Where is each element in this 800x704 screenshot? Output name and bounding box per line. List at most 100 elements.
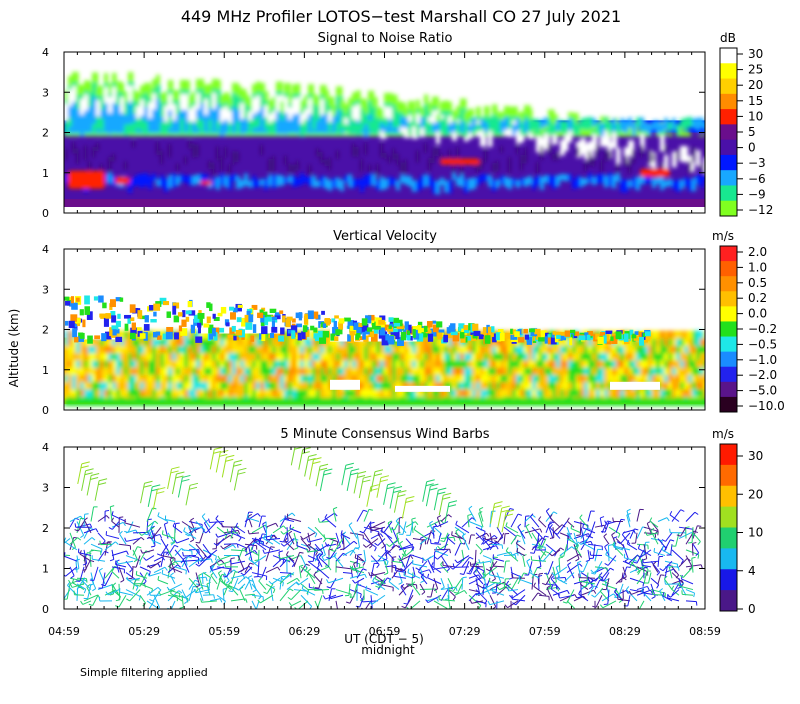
wind-barb: [392, 561, 403, 563]
wind-barb: [299, 578, 308, 584]
wind-barb-flag: [517, 535, 521, 537]
wind-barb-flag: [171, 543, 175, 544]
velocity-cell: [112, 329, 116, 335]
wind-barb: [506, 551, 518, 561]
wind-barb: [91, 544, 102, 549]
wind-barb-flag: [241, 573, 244, 575]
snr-cell: [364, 124, 368, 137]
wind-barb-flag: [86, 579, 87, 583]
wind-barb-flag: [469, 506, 472, 509]
wind-barb-flag: [144, 534, 148, 535]
wind-barb-flag: [362, 561, 366, 562]
wind-barb-flag: [308, 569, 311, 572]
snr-cell: [144, 173, 148, 185]
wind-barb-flag: [106, 516, 109, 519]
wind-barb-flag: [488, 601, 490, 605]
snr-cell: [292, 121, 296, 131]
snr-cell: [532, 119, 536, 131]
colorbar-label: 10: [748, 109, 763, 123]
wind-barb: [154, 557, 162, 561]
velocity-cell: [432, 321, 436, 324]
wind-barb: [448, 578, 452, 587]
colorbar-label: −2.0: [748, 368, 777, 382]
colorbar-swatch: [720, 382, 737, 398]
snr-cell: [556, 152, 559, 160]
snr-cell: [320, 119, 324, 127]
velocity-cell: [124, 315, 129, 319]
wind-barb: [91, 507, 94, 522]
wind-barb-flag: [215, 556, 216, 560]
snr-cell: [432, 148, 435, 163]
wind-barb-flag: [432, 562, 434, 566]
wind-barb: [413, 556, 423, 559]
wind-barb-flag: [507, 611, 511, 612]
velocity-cell: [474, 331, 481, 336]
snr-cell: [196, 174, 200, 184]
snr-cell: [328, 122, 332, 131]
wind-barb-flag: [162, 530, 163, 534]
snr-cell: [652, 153, 655, 161]
snr-cell: [556, 175, 560, 186]
snr-cell: [308, 165, 311, 176]
snr-cell: [384, 179, 388, 189]
wind-barb-flag: [366, 586, 367, 590]
colorbar-label: 0.5: [748, 276, 767, 290]
wind-barb-flag: [263, 592, 267, 593]
wind-barb-flag: [175, 545, 179, 547]
wind-barb: [389, 582, 399, 590]
velocity-cell: [428, 334, 433, 342]
wind-barb: [146, 556, 154, 561]
velocity-cell: [624, 333, 629, 341]
wind-barb-flag: [300, 552, 304, 553]
snr-cell: [68, 118, 72, 127]
wind-barb: [77, 556, 79, 569]
velocity-cell: [101, 333, 106, 341]
snr-cell: [480, 174, 484, 182]
wind-barb-flag: [150, 591, 151, 595]
snr-cell: [508, 157, 511, 173]
wind-barb-flag: [509, 578, 513, 579]
snr-cell: [488, 131, 492, 147]
velocity-cell: [188, 301, 192, 307]
snr-cell: [280, 175, 284, 185]
wind-barb-flag: [283, 526, 286, 529]
wind-barb: [512, 578, 518, 588]
wind-barb-flag: [396, 518, 399, 521]
wind-barb-flag: [269, 581, 272, 584]
snr-cell: [692, 147, 695, 163]
snr-cell: [472, 128, 477, 135]
velocity-cell: [80, 309, 84, 315]
wind-barb-flag: [178, 565, 181, 568]
velocity-cell: [632, 335, 637, 339]
snr-cell: [340, 117, 344, 129]
snr-cell: [76, 149, 79, 164]
snr-cell: [420, 176, 424, 189]
snr-cell: [188, 176, 192, 185]
velocity-cell: [84, 306, 90, 315]
wind-barb-flag: [158, 609, 160, 613]
wind-barb: [434, 552, 435, 567]
snr-cell: [240, 124, 244, 134]
snr-cell: [296, 120, 300, 134]
wind-barb-flag: [518, 514, 522, 515]
snr-cell: [160, 175, 164, 187]
wind-barb: [483, 556, 491, 560]
velocity-cell: [82, 320, 85, 328]
velocity-cell: [335, 329, 340, 335]
wind-barb-flag: [392, 557, 396, 558]
snr-cell: [336, 151, 339, 159]
wind-barb-flag: [526, 524, 529, 526]
wind-barb-flag: [333, 507, 337, 508]
wind-barb: [319, 522, 329, 523]
wind-barb: [325, 518, 336, 527]
wind-barb-flag: [484, 531, 485, 535]
snr-cell: [256, 180, 260, 187]
wind-barb: [539, 595, 549, 596]
snr-cell: [648, 124, 652, 134]
velocity-gap: [610, 382, 660, 390]
snr-cell: [412, 180, 416, 192]
snr-cell: [168, 94, 172, 110]
velocity-cell: [229, 307, 234, 311]
snr-cell: [380, 176, 384, 190]
snr-cell: [684, 177, 688, 185]
